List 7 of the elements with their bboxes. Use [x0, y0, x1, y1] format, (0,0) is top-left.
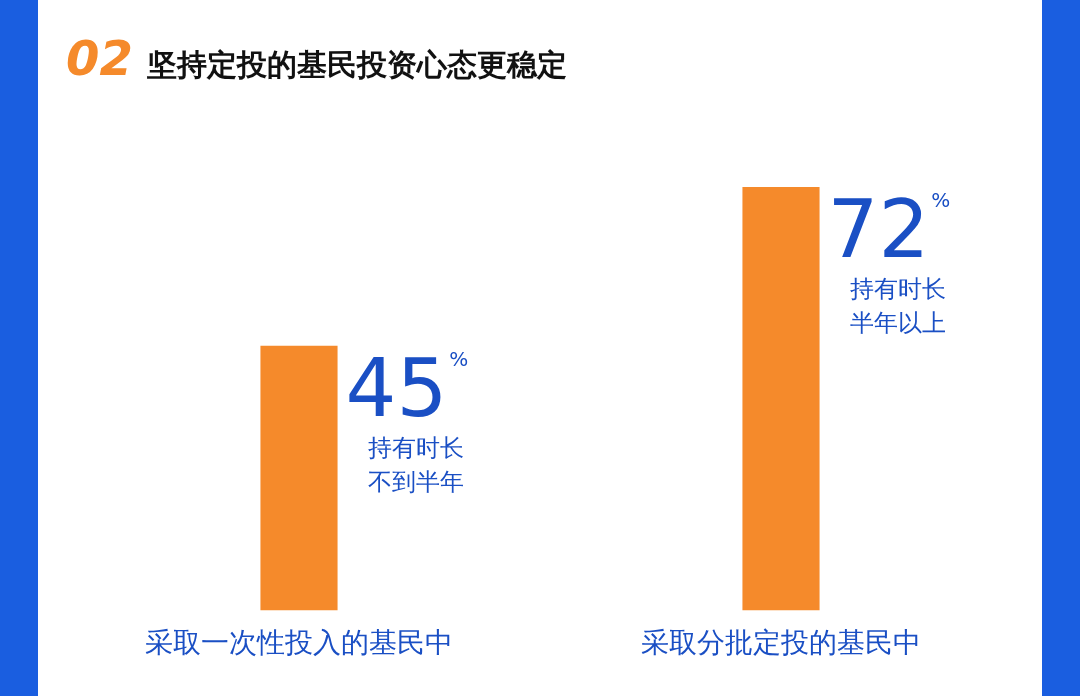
annotation: 持有时长不到半年 [367, 433, 464, 496]
annotation: 持有时长半年以上 [849, 275, 946, 338]
x-tick-label: 采取分批定投的基民中 [641, 626, 921, 660]
data-label: 45% [345, 341, 469, 435]
chart-title: 02 坚持定投的基民投资心态更稳定 [66, 30, 567, 86]
data-label: 72% [827, 183, 951, 277]
x-tick-label: 采取一次性投入的基民中 [145, 626, 453, 660]
